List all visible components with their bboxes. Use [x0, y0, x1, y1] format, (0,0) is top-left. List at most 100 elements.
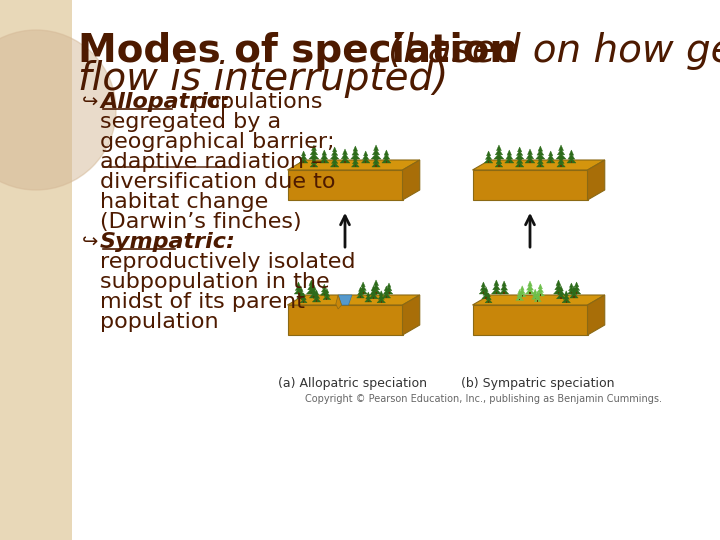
Polygon shape: [528, 149, 533, 154]
Polygon shape: [364, 151, 368, 156]
Bar: [365, 161, 366, 163]
Polygon shape: [575, 282, 579, 287]
Polygon shape: [331, 151, 338, 156]
Polygon shape: [307, 284, 315, 290]
Bar: [558, 292, 559, 294]
Polygon shape: [402, 160, 420, 200]
Polygon shape: [526, 285, 534, 290]
Bar: [313, 157, 315, 159]
Bar: [540, 157, 541, 159]
Polygon shape: [484, 287, 488, 292]
Bar: [303, 301, 304, 303]
Polygon shape: [312, 285, 316, 290]
Polygon shape: [556, 280, 561, 286]
Polygon shape: [557, 294, 566, 299]
Polygon shape: [356, 294, 364, 298]
Polygon shape: [372, 286, 376, 291]
Bar: [375, 292, 377, 294]
Polygon shape: [496, 159, 502, 164]
Polygon shape: [558, 159, 564, 164]
Polygon shape: [506, 154, 513, 159]
Bar: [334, 165, 336, 167]
Bar: [560, 157, 562, 159]
Polygon shape: [570, 283, 573, 287]
Polygon shape: [557, 162, 565, 167]
Polygon shape: [588, 295, 605, 335]
Polygon shape: [365, 298, 372, 302]
Bar: [310, 292, 312, 294]
Polygon shape: [330, 154, 339, 159]
Polygon shape: [371, 153, 381, 159]
Polygon shape: [351, 154, 360, 159]
Bar: [573, 296, 575, 298]
Text: Sympatric:: Sympatric:: [100, 232, 236, 252]
Polygon shape: [483, 291, 489, 295]
Text: population: population: [100, 312, 219, 332]
Polygon shape: [516, 154, 524, 159]
Polygon shape: [569, 150, 574, 155]
Polygon shape: [325, 288, 329, 293]
Circle shape: [0, 30, 116, 190]
Polygon shape: [370, 289, 377, 295]
Polygon shape: [500, 285, 508, 290]
Polygon shape: [358, 291, 364, 295]
Polygon shape: [494, 280, 499, 286]
Polygon shape: [385, 289, 393, 294]
Polygon shape: [309, 280, 314, 286]
Polygon shape: [333, 147, 337, 152]
Polygon shape: [588, 160, 605, 200]
Polygon shape: [300, 299, 307, 303]
Bar: [571, 292, 572, 294]
Bar: [560, 165, 562, 167]
Polygon shape: [497, 145, 501, 151]
Bar: [313, 165, 315, 167]
Text: (Darwin’s finches): (Darwin’s finches): [100, 212, 302, 232]
Polygon shape: [309, 153, 319, 159]
Polygon shape: [374, 145, 379, 151]
Polygon shape: [299, 287, 303, 292]
Polygon shape: [361, 158, 370, 163]
Polygon shape: [312, 156, 316, 160]
Polygon shape: [312, 145, 316, 151]
Polygon shape: [516, 159, 523, 164]
Text: Copyright © Pearson Education, Inc., publishing as Benjamin Cummings.: Copyright © Pearson Education, Inc., pub…: [305, 394, 662, 404]
Bar: [324, 294, 325, 295]
Polygon shape: [557, 149, 564, 155]
Polygon shape: [302, 151, 306, 156]
Polygon shape: [534, 289, 537, 293]
Polygon shape: [297, 294, 305, 299]
Polygon shape: [310, 149, 318, 155]
Text: ↪: ↪: [82, 232, 99, 251]
Bar: [326, 298, 328, 300]
Bar: [519, 165, 521, 167]
Bar: [508, 161, 510, 163]
Polygon shape: [310, 289, 318, 294]
Polygon shape: [571, 289, 577, 294]
Polygon shape: [323, 284, 326, 288]
Bar: [368, 300, 369, 302]
Polygon shape: [372, 162, 380, 167]
Bar: [375, 157, 377, 159]
Polygon shape: [330, 162, 339, 167]
Bar: [498, 157, 500, 159]
Text: Modes of speciation: Modes of speciation: [78, 32, 531, 70]
Bar: [540, 165, 541, 167]
Polygon shape: [313, 294, 320, 299]
Polygon shape: [555, 284, 562, 290]
Polygon shape: [536, 291, 544, 296]
Polygon shape: [482, 294, 490, 299]
Bar: [576, 292, 577, 294]
Text: habitat change: habitat change: [100, 192, 269, 212]
Polygon shape: [573, 286, 580, 291]
Polygon shape: [516, 162, 524, 167]
Text: flow is interrupted): flow is interrupted): [78, 60, 449, 98]
Polygon shape: [320, 158, 329, 163]
Polygon shape: [382, 293, 390, 298]
Bar: [344, 161, 346, 163]
Bar: [324, 161, 325, 163]
Polygon shape: [518, 147, 522, 152]
Bar: [375, 165, 377, 167]
Bar: [503, 292, 505, 294]
Polygon shape: [300, 154, 307, 159]
Polygon shape: [361, 282, 365, 287]
